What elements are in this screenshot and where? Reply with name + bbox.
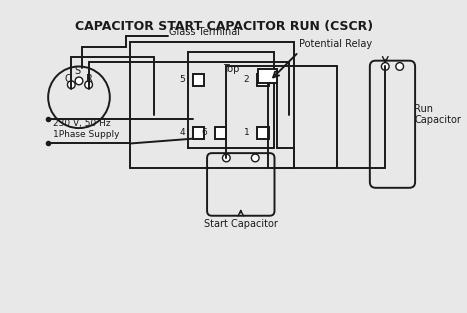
Circle shape: [382, 63, 389, 70]
Bar: [188, 52, 275, 148]
Bar: [192, 74, 204, 86]
Text: 1: 1: [244, 128, 249, 137]
Text: CAPACITOR START CAPACITOR RUN (CSCR): CAPACITOR START CAPACITOR RUN (CSCR): [75, 20, 374, 33]
Text: 2: 2: [244, 75, 249, 85]
Text: 6: 6: [201, 128, 207, 137]
Text: S: S: [74, 66, 80, 76]
Text: Potential Relay: Potential Relay: [298, 39, 372, 49]
Bar: [257, 127, 269, 139]
Text: R: R: [86, 74, 93, 84]
Circle shape: [67, 81, 75, 89]
Circle shape: [75, 77, 83, 85]
Text: 5: 5: [179, 75, 185, 85]
Bar: [257, 74, 269, 86]
Bar: [192, 127, 204, 139]
Bar: [130, 42, 294, 167]
Text: 4: 4: [179, 128, 185, 137]
Circle shape: [251, 154, 259, 162]
Text: Glass Terminal: Glass Terminal: [169, 27, 240, 37]
Text: C: C: [64, 74, 71, 84]
Text: Run
Capacitor: Run Capacitor: [414, 104, 461, 126]
Text: Top: Top: [223, 64, 240, 74]
Text: Start Capacitor: Start Capacitor: [204, 218, 278, 228]
Bar: [258, 69, 277, 83]
Bar: [215, 127, 226, 139]
Text: 230 V, 50 Hz
1Phase Supply: 230 V, 50 Hz 1Phase Supply: [53, 119, 120, 139]
Circle shape: [396, 63, 403, 70]
Circle shape: [85, 81, 92, 89]
Circle shape: [222, 154, 230, 162]
